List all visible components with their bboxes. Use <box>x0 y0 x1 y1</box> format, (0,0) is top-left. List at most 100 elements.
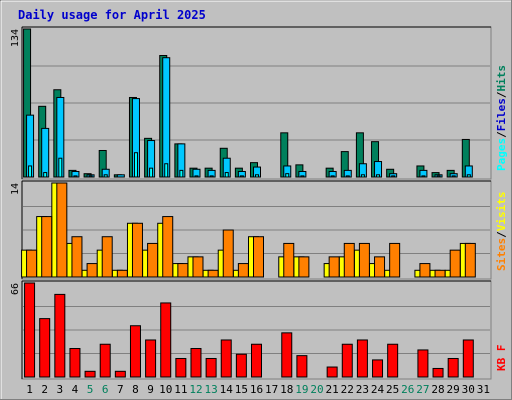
bar-sites-day-25 <box>389 242 401 278</box>
x-tick-label-day-23: 23 <box>356 383 369 396</box>
bar-pages-day-24 <box>376 174 381 178</box>
x-tick-label-day-29: 29 <box>447 383 460 396</box>
x-tick-label-day-15: 15 <box>235 383 248 396</box>
bar-kbf-day-7 <box>114 370 126 378</box>
bar-kbf-day-29 <box>447 357 459 378</box>
legend-entry: / <box>495 131 508 138</box>
bar-sites-day-11 <box>177 263 189 278</box>
x-tick-label-day-3: 3 <box>57 383 64 396</box>
bar-files-day-10 <box>162 57 171 178</box>
bar-kbf-day-28 <box>432 367 444 378</box>
legend-entry: KB F <box>495 345 508 372</box>
bar-sites-day-23 <box>358 242 370 278</box>
bar-pages-day-6 <box>103 174 108 178</box>
x-axis-day-labels: 1 2 3 4 5 6 7 8 9 10 11 12 13 14 15 16 17 18 19 20 21 22 23 24 2… <box>26 383 490 396</box>
bar-sites-day-6 <box>101 236 113 278</box>
x-tick-label-day-19: 19 <box>295 383 308 396</box>
legend-entry: Pages <box>495 138 508 171</box>
x-tick-label-day-24: 24 <box>371 383 385 396</box>
legend-entry: Visits <box>495 192 508 232</box>
x-tick-label-day-1: 1 <box>26 383 33 396</box>
x-tick-label-day-8: 8 <box>132 383 139 396</box>
bar-pages-day-27 <box>421 175 426 178</box>
x-tick-label-day-26: 26 <box>401 383 414 396</box>
bar-kbf-day-23 <box>356 339 368 378</box>
bar-sites-day-30 <box>464 242 476 278</box>
legend-kbf: KB F <box>495 345 508 372</box>
x-tick-label-day-6: 6 <box>102 383 109 396</box>
y-max-label: 134 <box>10 29 21 47</box>
series-sites <box>26 182 476 278</box>
bar-pages-day-5 <box>88 175 93 178</box>
x-tick-label-day-5: 5 <box>87 383 94 396</box>
bar-kbf-day-18 <box>281 332 293 378</box>
bar-kbf-day-2 <box>39 318 51 378</box>
bar-kbf-day-21 <box>326 366 338 378</box>
legend-entry: / <box>495 91 508 98</box>
bar-sites-day-2 <box>41 216 53 278</box>
x-tick-label-day-22: 22 <box>341 383 354 396</box>
bar-sites-day-4 <box>71 236 83 278</box>
bar-pages-day-10 <box>164 163 169 178</box>
x-tick-label-day-14: 14 <box>220 383 234 396</box>
bar-pages-day-16 <box>255 174 259 178</box>
x-tick-label-day-30: 30 <box>462 383 475 396</box>
bar-pages-day-1 <box>28 165 33 178</box>
bar-sites-day-10 <box>162 216 174 278</box>
x-tick-label-day-27: 27 <box>416 383 429 396</box>
bar-pages-day-9 <box>149 167 154 178</box>
x-tick-label-day-25: 25 <box>386 383 399 396</box>
bar-kbf-day-6 <box>99 343 111 378</box>
bar-sites-day-29 <box>449 249 461 278</box>
bar-sites-day-28 <box>434 269 446 278</box>
bar-kbf-day-25 <box>387 343 399 378</box>
bar-pages-day-8 <box>133 152 138 178</box>
bar-pages-day-3 <box>58 157 63 178</box>
x-tick-label-day-7: 7 <box>117 383 124 396</box>
x-tick-label-day-4: 4 <box>72 383 79 396</box>
legend-hits-files-pages: Pages/Files/Hits <box>495 65 508 171</box>
legend-entry: Files <box>495 98 508 131</box>
bar-sites-day-24 <box>374 256 386 278</box>
series-kbf <box>24 282 474 378</box>
bar-kbf-day-4 <box>69 348 81 378</box>
bar-files-day-2 <box>41 127 50 178</box>
bar-kbf-day-12 <box>190 348 202 378</box>
bar-kbf-day-22 <box>341 343 353 378</box>
y-max-label: 14 <box>10 183 21 195</box>
x-tick-label-day-18: 18 <box>280 383 293 396</box>
bar-sites-day-27 <box>419 263 431 278</box>
bar-pages-day-13 <box>209 175 214 178</box>
bar-kbf-day-3 <box>54 293 66 378</box>
bar-files-day-7 <box>116 174 125 178</box>
bar-kbf-day-16 <box>251 343 262 378</box>
legend-entry: / <box>495 231 508 238</box>
x-tick-label-day-16: 16 <box>250 383 263 396</box>
bar-kbf-day-15 <box>235 353 247 378</box>
series-pages <box>28 152 471 178</box>
bar-kbf-day-27 <box>417 349 429 378</box>
bar-sites-day-14 <box>222 229 234 278</box>
bar-sites-day-16 <box>253 236 264 278</box>
bar-pages-day-25 <box>391 175 396 178</box>
bar-pages-day-19 <box>300 175 305 178</box>
bar-kbf-day-11 <box>175 357 187 378</box>
chart-title: Daily usage for April 2025 <box>18 8 206 22</box>
bar-sites-day-5 <box>86 263 98 278</box>
x-tick-label-day-21: 21 <box>326 383 339 396</box>
x-tick-label-day-28: 28 <box>431 383 444 396</box>
bar-pages-day-23 <box>360 174 365 178</box>
bar-sites-day-15 <box>237 263 249 278</box>
bar-pages-day-22 <box>345 175 350 178</box>
panel-hits-files-pages: 134 Pages/Files/Hits <box>10 26 508 180</box>
bar-pages-day-29 <box>451 175 456 178</box>
x-tick-label-day-13: 13 <box>204 383 217 396</box>
bar-kbf-day-13 <box>205 357 217 378</box>
x-tick-label-day-12: 12 <box>189 383 202 396</box>
bar-sites-day-3 <box>56 182 68 278</box>
panel-kbf: 66 KB F <box>10 280 508 380</box>
bar-pages-day-12 <box>194 175 199 178</box>
x-tick-label-day-17: 17 <box>265 383 278 396</box>
bar-sites-day-13 <box>207 269 219 278</box>
